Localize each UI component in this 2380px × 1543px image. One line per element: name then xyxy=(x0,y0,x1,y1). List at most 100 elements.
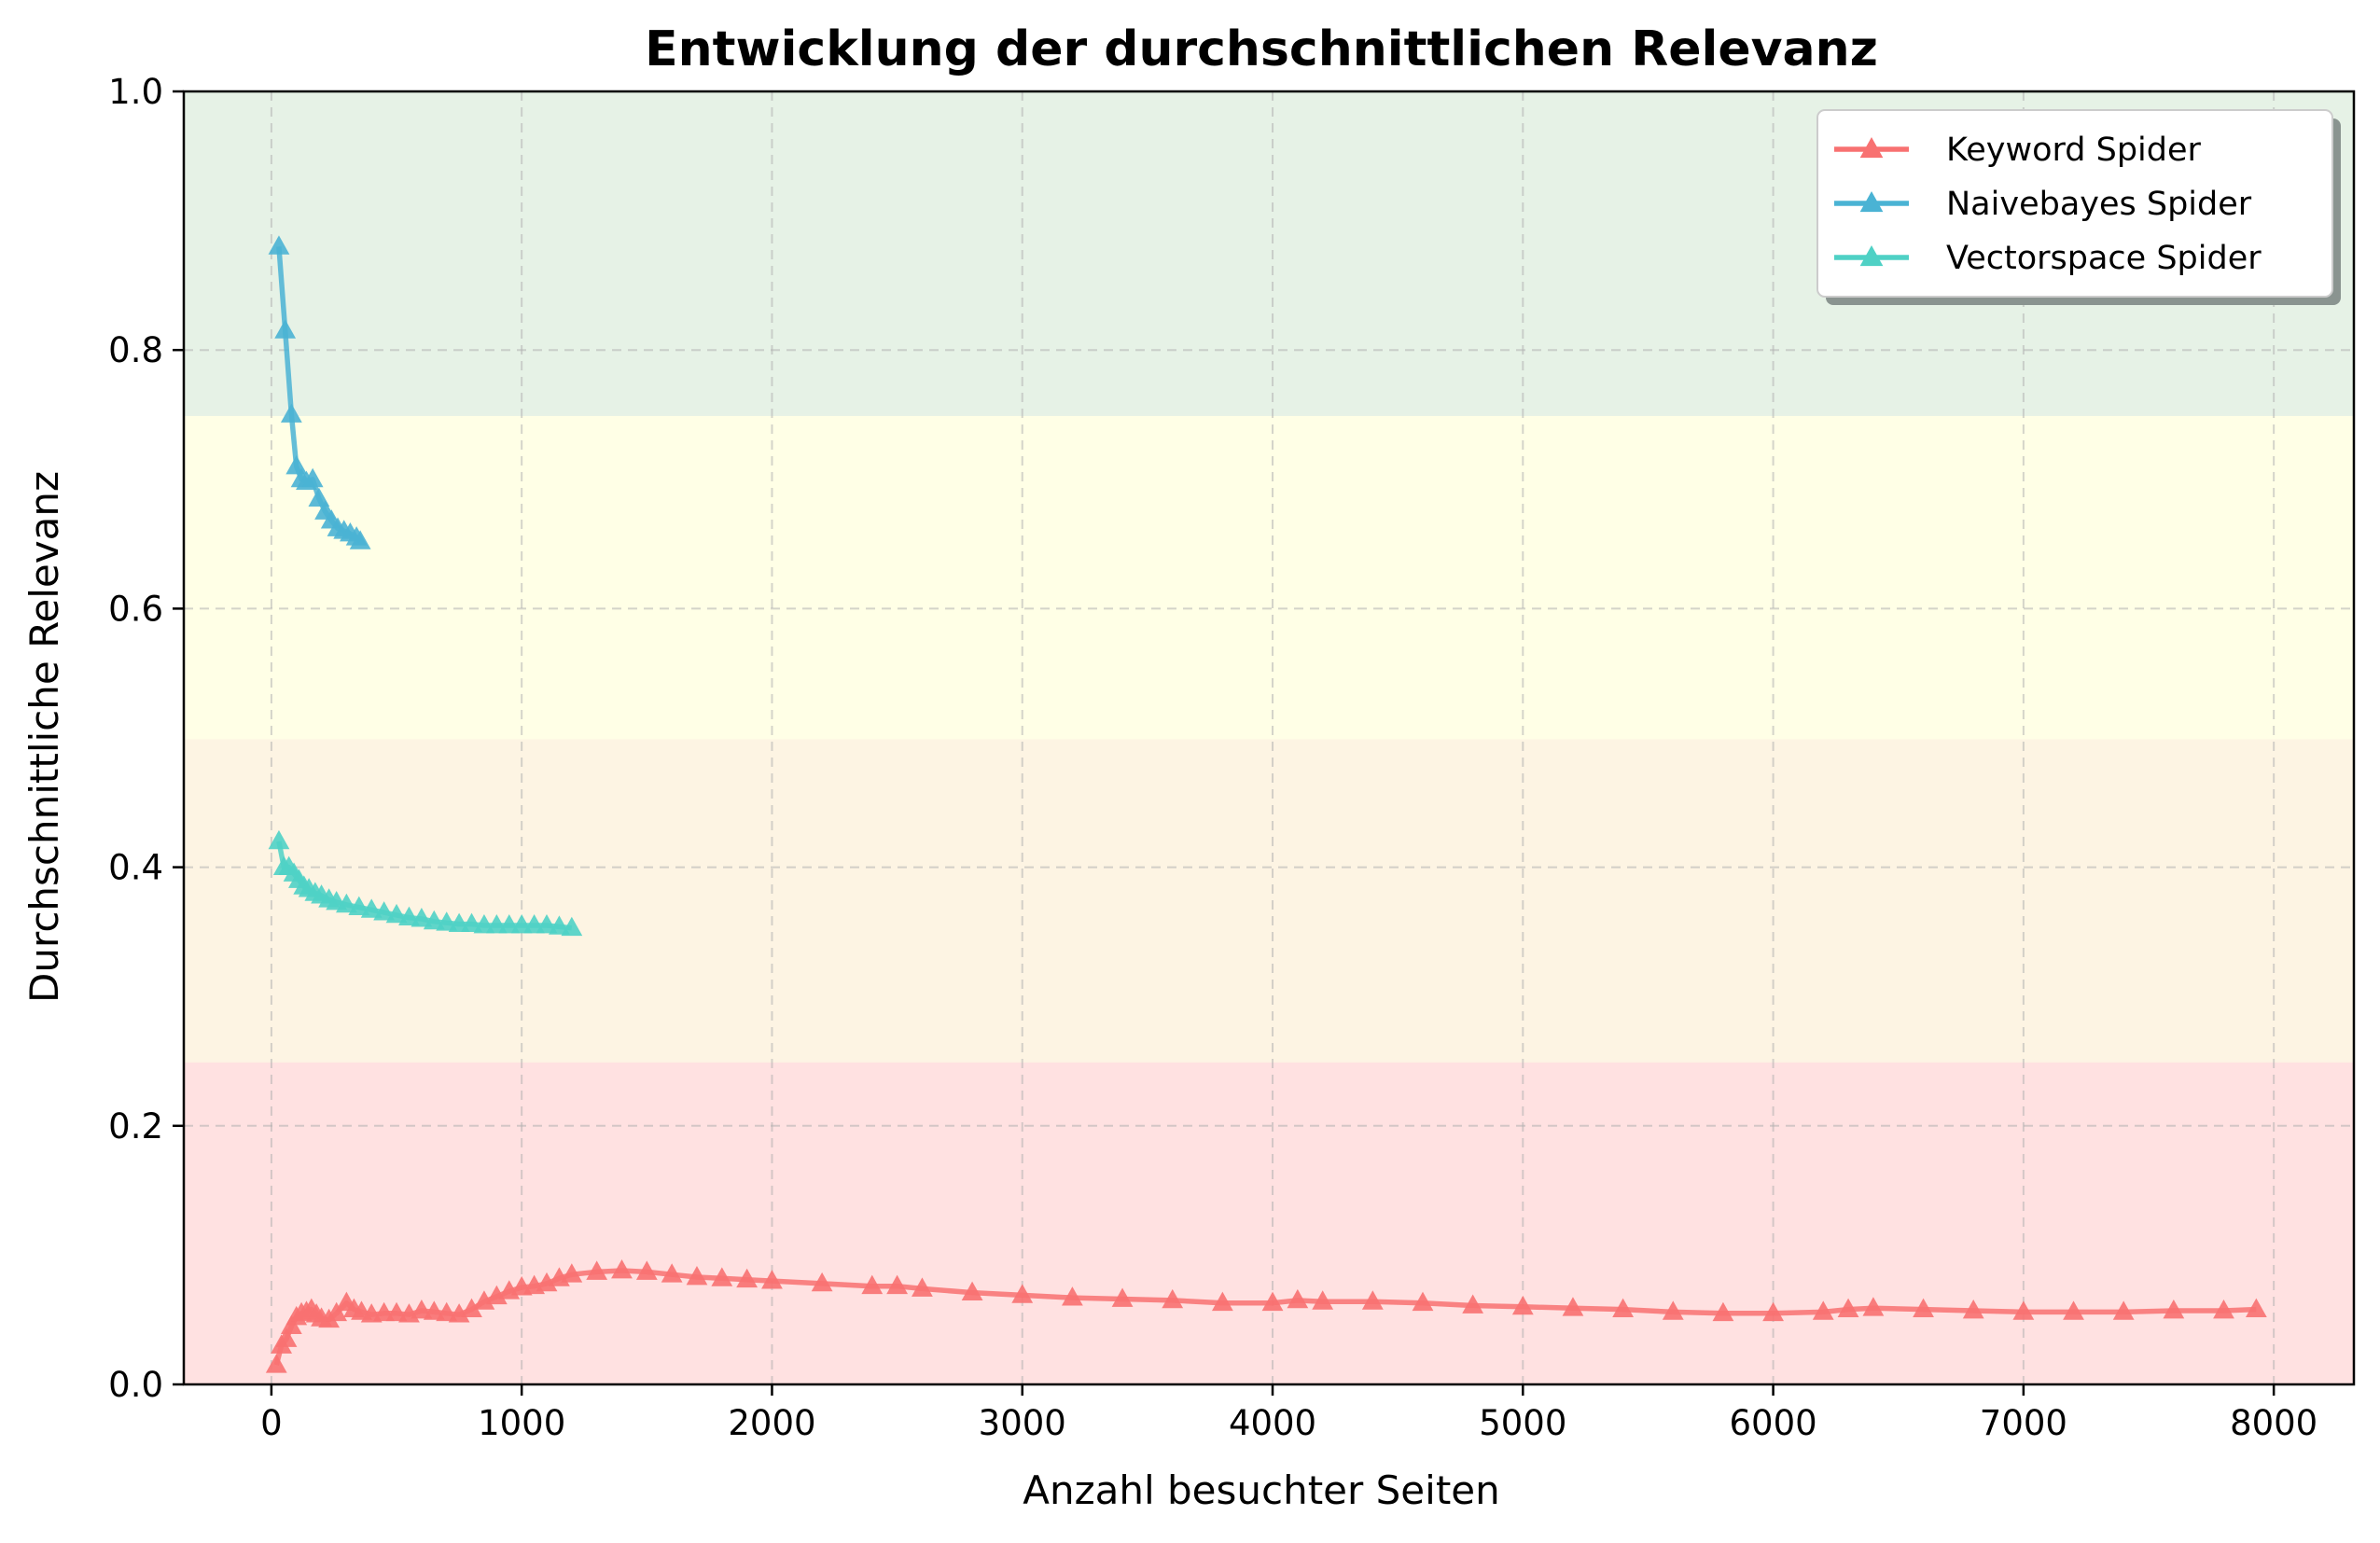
data-point xyxy=(736,1268,759,1288)
data-point xyxy=(561,916,583,937)
data-point xyxy=(811,1272,833,1292)
legend-label: Keyword Spider xyxy=(1946,132,2202,169)
data-point xyxy=(1662,1300,1684,1320)
series-1 xyxy=(268,235,371,549)
x-tick-label: 7000 xyxy=(1980,1403,2067,1443)
data-point xyxy=(761,1270,783,1289)
legend: Keyword Spider Naivebayes Spider Vectorspa… xyxy=(1816,109,2341,305)
data-point xyxy=(661,1263,683,1283)
x-axis-title: Anzahl besuchter Seiten xyxy=(1023,1467,1500,1513)
data-point xyxy=(373,901,396,921)
data-point xyxy=(308,487,330,507)
plot-frame xyxy=(182,90,2356,1386)
data-point xyxy=(2163,1299,2185,1319)
legend-box xyxy=(1816,109,2333,298)
data-point xyxy=(448,1303,470,1323)
data-point xyxy=(861,1274,884,1295)
data-point xyxy=(1261,1291,1284,1312)
data-point xyxy=(1762,1301,1784,1322)
data-point xyxy=(360,898,383,918)
data-point xyxy=(1111,1287,1134,1307)
legend-marker xyxy=(1859,245,1884,267)
x-axis-ticks: 0 1000 2000 3000 4000 5000 6000 7000 8000 xyxy=(260,1384,2317,1443)
data-point xyxy=(2213,1299,2234,1319)
data-point xyxy=(1837,1298,1859,1318)
legend-marker xyxy=(1859,191,1884,213)
data-point xyxy=(411,908,433,927)
data-point xyxy=(326,1301,348,1322)
data-point xyxy=(485,1285,508,1305)
data-point xyxy=(348,896,370,915)
x-tick-label: 3000 xyxy=(979,1403,1066,1443)
legend-marker xyxy=(1859,137,1884,159)
data-point xyxy=(301,467,324,488)
legend-item: Naivebayes Spider xyxy=(1834,186,2252,223)
series-layer xyxy=(265,235,2267,1373)
data-point xyxy=(461,1298,482,1318)
data-point xyxy=(1162,1288,1184,1309)
y-tick-label: 0.6 xyxy=(108,589,163,629)
data-point xyxy=(2245,1298,2267,1318)
data-point xyxy=(1312,1290,1334,1310)
y-tick-label: 0.4 xyxy=(108,848,163,888)
data-point xyxy=(349,530,371,549)
y-axis-title: Durchschnittliche Relevanz xyxy=(21,471,67,1003)
x-tick-label: 6000 xyxy=(1730,1403,1817,1443)
y-tick-label: 0.2 xyxy=(108,1106,163,1147)
y-tick-label: 0.8 xyxy=(108,330,163,370)
x-tick-label: 0 xyxy=(260,1403,283,1443)
data-point xyxy=(2063,1300,2084,1320)
data-point xyxy=(1061,1286,1083,1306)
data-point xyxy=(268,829,290,850)
data-point xyxy=(561,1263,583,1283)
data-point xyxy=(611,1259,633,1279)
band-0 xyxy=(184,1061,2354,1384)
data-point xyxy=(686,1265,708,1286)
data-point xyxy=(268,235,290,255)
series-0 xyxy=(265,1259,2267,1373)
data-point xyxy=(1462,1294,1484,1314)
band-1 xyxy=(184,738,2354,1062)
band-2 xyxy=(184,414,2354,738)
data-point xyxy=(280,403,302,423)
legend-item: Keyword Spider xyxy=(1834,132,2202,169)
data-point xyxy=(1862,1297,1885,1316)
data-point xyxy=(1287,1288,1309,1309)
x-tick-label: 4000 xyxy=(1229,1403,1316,1443)
x-tick-label: 8000 xyxy=(2230,1403,2317,1443)
data-point xyxy=(385,903,408,924)
data-point xyxy=(586,1260,608,1280)
data-point xyxy=(1712,1301,1734,1322)
data-point xyxy=(1011,1284,1034,1303)
data-point xyxy=(2112,1300,2135,1320)
data-point xyxy=(1562,1297,1584,1316)
data-point xyxy=(335,893,357,913)
data-point xyxy=(886,1274,909,1295)
y-axis-ticks: 0.0 0.2 0.4 0.6 0.8 1.0 xyxy=(108,72,184,1405)
data-point xyxy=(2012,1300,2035,1320)
legend-label: Naivebayes Spider xyxy=(1946,186,2252,223)
data-point xyxy=(1211,1291,1233,1312)
y-tick-label: 1.0 xyxy=(108,72,163,112)
data-point xyxy=(275,1328,298,1347)
legend-label: Vectorspace Spider xyxy=(1946,240,2262,277)
legend-item: Vectorspace Spider xyxy=(1834,240,2262,277)
data-point xyxy=(1612,1298,1635,1318)
series-2 xyxy=(268,829,583,937)
x-tick-label: 5000 xyxy=(1479,1403,1566,1443)
chart-title: Entwicklung der durchschnittlichen Relev… xyxy=(645,21,1878,77)
data-point xyxy=(961,1281,983,1300)
data-point xyxy=(912,1277,933,1297)
data-point xyxy=(1913,1298,1934,1318)
x-tick-label: 1000 xyxy=(478,1403,565,1443)
x-tick-label: 2000 xyxy=(728,1403,815,1443)
data-point xyxy=(1361,1290,1384,1310)
data-point xyxy=(473,1290,495,1310)
data-point xyxy=(1412,1291,1434,1312)
data-point xyxy=(1511,1295,1534,1315)
data-point xyxy=(635,1260,658,1280)
data-point xyxy=(1812,1300,1834,1320)
data-point xyxy=(536,1272,558,1292)
data-point xyxy=(711,1267,733,1286)
